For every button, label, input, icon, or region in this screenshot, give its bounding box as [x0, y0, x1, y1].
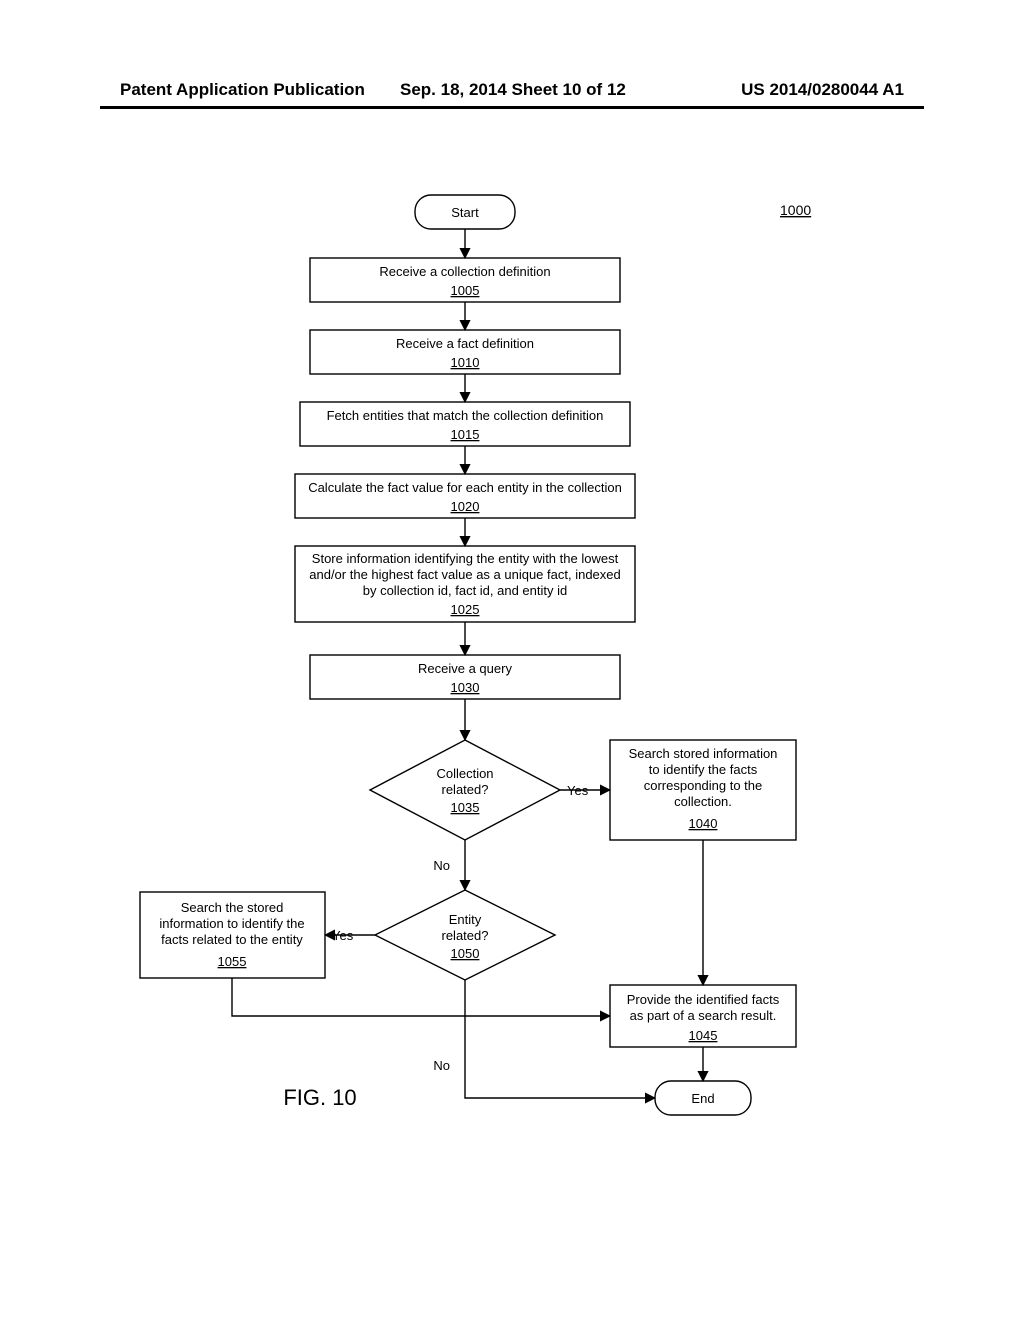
svg-text:by collection id, fact id, and: by collection id, fact id, and entity id — [363, 583, 568, 598]
svg-text:1005: 1005 — [451, 283, 480, 298]
svg-text:1015: 1015 — [451, 427, 480, 442]
svg-text:1030: 1030 — [451, 680, 480, 695]
svg-text:Receive a fact definition: Receive a fact definition — [396, 336, 534, 351]
label-1050-no: No — [433, 1058, 450, 1073]
node-1005: Receive a collection definition 1005 — [310, 258, 620, 302]
svg-text:1045: 1045 — [689, 1028, 718, 1043]
svg-text:1020: 1020 — [451, 499, 480, 514]
node-1020: Calculate the fact value for each entity… — [295, 474, 635, 518]
svg-text:Fetch entities that match the: Fetch entities that match the collection… — [327, 408, 604, 423]
svg-text:1010: 1010 — [451, 355, 480, 370]
svg-text:End: End — [691, 1091, 714, 1106]
node-start: Start — [415, 195, 515, 229]
node-1015: Fetch entities that match the collection… — [300, 402, 630, 446]
svg-text:1050: 1050 — [451, 946, 480, 961]
svg-text:related?: related? — [442, 782, 489, 797]
svg-text:Calculate the fact value for e: Calculate the fact value for each entity… — [308, 480, 622, 495]
svg-text:Search stored information: Search stored information — [629, 746, 778, 761]
node-1050: Entity related? 1050 — [375, 890, 555, 980]
svg-text:Start: Start — [451, 205, 479, 220]
svg-text:1040: 1040 — [689, 816, 718, 831]
node-1025: Store information identifying the entity… — [295, 546, 635, 622]
node-1035: Collection related? 1035 — [370, 740, 560, 840]
node-1010: Receive a fact definition 1010 — [310, 330, 620, 374]
svg-text:Store information identifying: Store information identifying the entity… — [312, 551, 619, 566]
svg-text:Receive a collection definitio: Receive a collection definition — [379, 264, 550, 279]
label-1035-no: No — [433, 858, 450, 873]
svg-text:to identify the facts: to identify the facts — [649, 762, 758, 777]
diagram-ref: 1000 — [780, 202, 811, 218]
svg-text:and/or the highest fact value: and/or the highest fact value as a uniqu… — [309, 567, 621, 582]
arrow-1055-1045 — [232, 978, 610, 1016]
svg-text:Receive a query: Receive a query — [418, 661, 512, 676]
svg-text:as part of a search result.: as part of a search result. — [630, 1008, 777, 1023]
svg-text:1035: 1035 — [451, 800, 480, 815]
svg-text:corresponding to the: corresponding to the — [644, 778, 763, 793]
node-1030: Receive a query 1030 — [310, 655, 620, 699]
page: Patent Application Publication Sep. 18, … — [0, 0, 1024, 1320]
svg-text:1055: 1055 — [218, 954, 247, 969]
node-end: End — [655, 1081, 751, 1115]
flowchart: 1000 Start Receive a collection definiti… — [0, 0, 1024, 1320]
svg-text:collection.: collection. — [674, 794, 732, 809]
label-1050-yes: Yes — [332, 928, 354, 943]
svg-text:1025: 1025 — [451, 602, 480, 617]
node-1045: Provide the identified facts as part of … — [610, 985, 796, 1047]
node-1040: Search stored information to identify th… — [610, 740, 796, 840]
node-1055: Search the stored information to identif… — [140, 892, 325, 978]
svg-text:Provide the identified facts: Provide the identified facts — [627, 992, 780, 1007]
svg-text:related?: related? — [442, 928, 489, 943]
svg-text:Search the stored: Search the stored — [181, 900, 284, 915]
figure-label: FIG. 10 — [283, 1085, 356, 1110]
label-1035-yes: Yes — [567, 783, 589, 798]
svg-text:Collection: Collection — [436, 766, 493, 781]
svg-text:information to identify the: information to identify the — [159, 916, 304, 931]
svg-text:Entity: Entity — [449, 912, 482, 927]
svg-text:facts related to the entity: facts related to the entity — [161, 932, 303, 947]
